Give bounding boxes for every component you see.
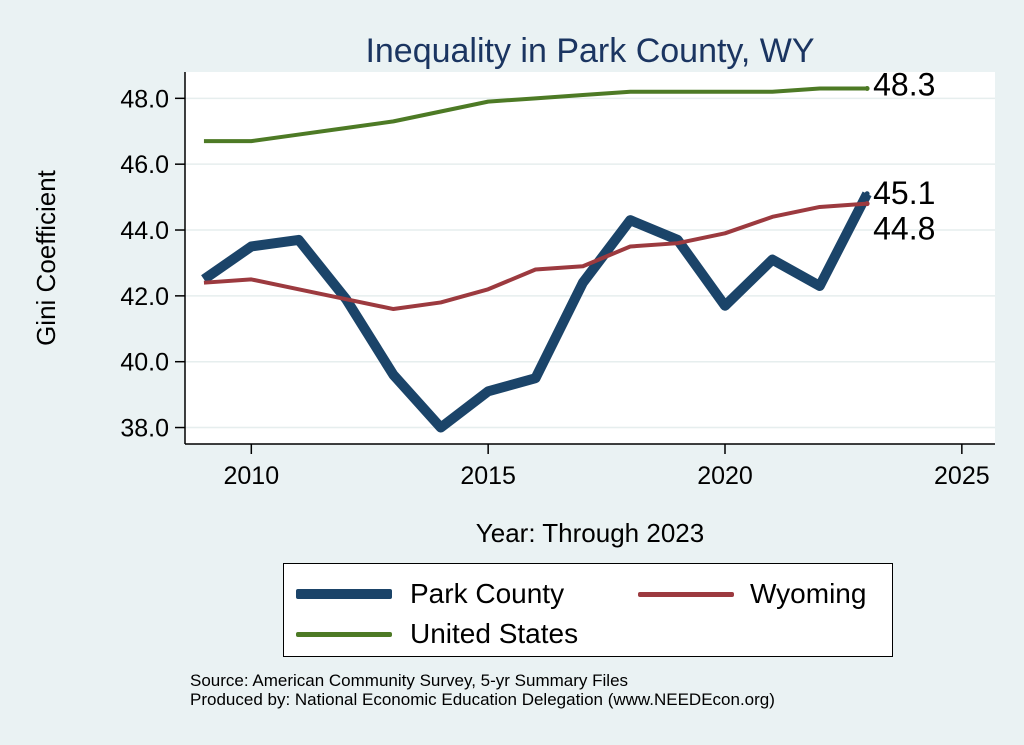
x-tick-label: 2015 — [460, 462, 516, 490]
x-tick-label: 2010 — [224, 462, 280, 490]
legend: Park County Wyoming United States — [283, 563, 893, 657]
y-tick-label: 42.0 — [120, 283, 169, 311]
series-line-wyoming — [203, 201, 868, 312]
legend-label-wyoming: Wyoming — [750, 578, 867, 609]
legend-swatch-united-states — [296, 631, 392, 637]
y-tick-label: 40.0 — [120, 349, 169, 377]
series-group — [201, 85, 872, 433]
x-axis-label: Year: Through 2023 — [476, 518, 704, 548]
y-tick-label: 38.0 — [120, 415, 169, 443]
legend-item-united-states: United States — [296, 618, 578, 650]
legend-swatch-park-county — [296, 589, 392, 599]
end-point-wyoming — [864, 201, 870, 207]
gridlines — [185, 97, 995, 429]
source-note: Source: American Community Survey, 5-yr … — [190, 671, 775, 709]
x-tick-label: 2020 — [697, 462, 753, 490]
plot-area — [185, 72, 995, 444]
axes: 38.0 40.0 42.0 44.0 46.0 48.0 2010 2015 2020 2025 — [120, 72, 995, 490]
source-line: Source: American Community Survey, 5-yr … — [190, 671, 629, 690]
legend-swatch-wyoming — [638, 591, 734, 597]
producer-line: Produced by: National Economic Education… — [190, 690, 775, 709]
series-line-park-county — [201, 191, 872, 433]
series-line-united-states — [203, 86, 868, 144]
chart-title: Inequality in Park County, WY — [365, 32, 814, 70]
end-label-park-county: 45.1 — [873, 175, 935, 211]
end-label-wyoming: 44.8 — [873, 211, 935, 247]
y-tick-label: 44.0 — [120, 217, 169, 245]
x-tick-label: 2025 — [934, 462, 990, 490]
end-labels: 45.144.8 48.3 — [873, 66, 935, 246]
y-axis-label: Gini Coefficient — [31, 169, 61, 346]
legend-item-wyoming: Wyoming — [638, 578, 866, 610]
end-label-united-states: 48.3 — [873, 66, 935, 102]
legend-item-park-county: Park County — [296, 578, 564, 610]
end-point-united-states — [864, 85, 870, 91]
legend-label-park-county: Park County — [410, 578, 565, 609]
end-point-park-county — [864, 191, 870, 197]
y-tick-label: 48.0 — [120, 85, 169, 113]
legend-label-united-states: United States — [410, 618, 579, 649]
y-tick-label: 46.0 — [120, 151, 169, 179]
